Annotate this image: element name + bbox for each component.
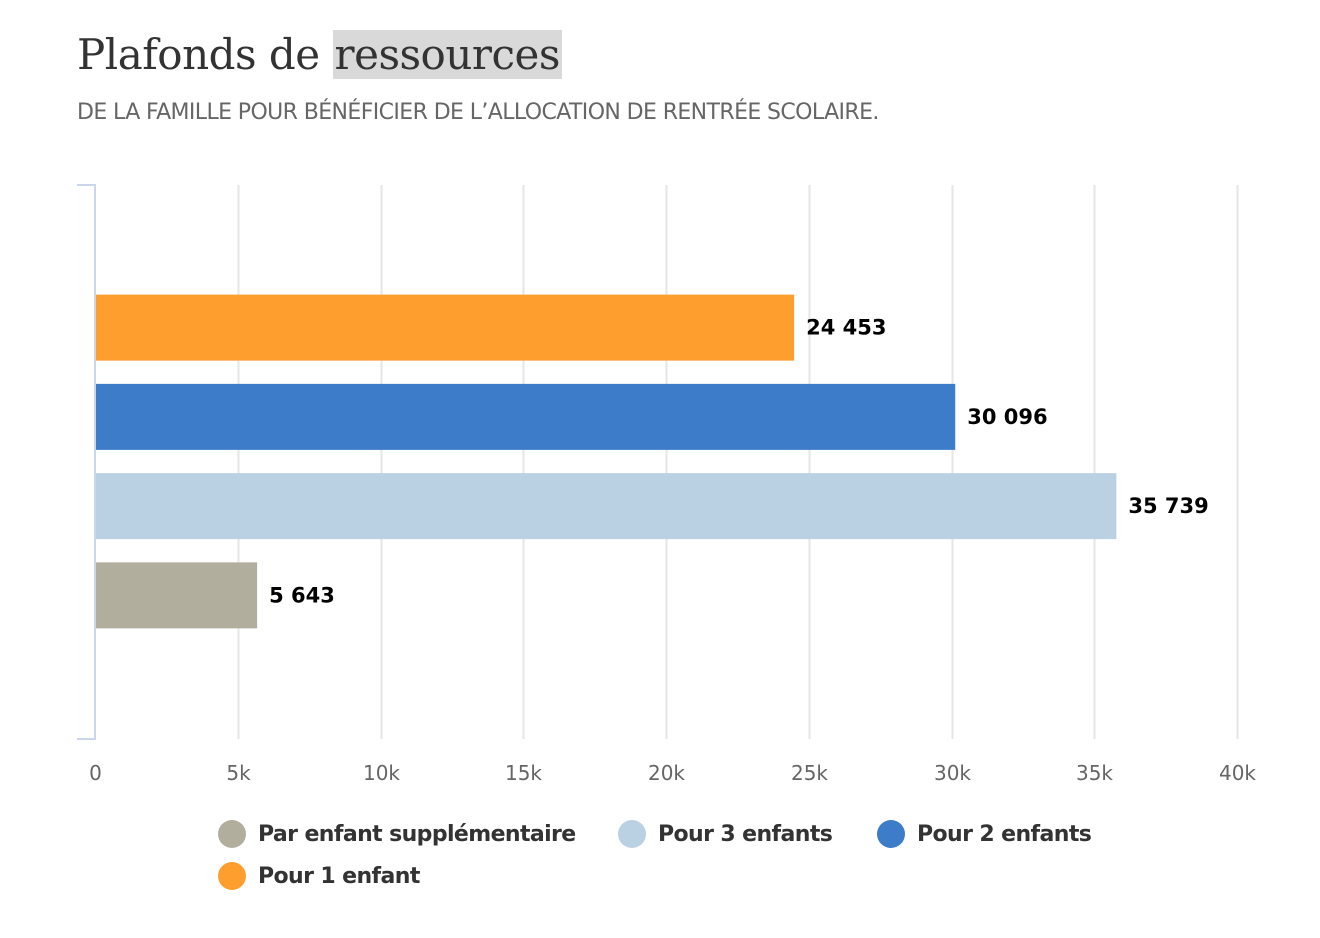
bar xyxy=(96,383,956,450)
legend-dot-icon xyxy=(877,820,905,848)
data-label: 35 739 xyxy=(1128,494,1208,518)
title-text: Plafonds de xyxy=(77,30,320,79)
legend-item[interactable]: Par enfant supplémentaire xyxy=(218,820,576,848)
chart-title: Plafonds de ressources xyxy=(77,30,562,79)
x-tick-label: 15k xyxy=(505,761,542,785)
bar xyxy=(96,294,795,361)
legend-label: Pour 2 enfants xyxy=(917,821,1092,847)
legend-label: Pour 1 enfant xyxy=(258,863,420,889)
legend-dot-icon xyxy=(218,820,246,848)
legend-item[interactable]: Pour 3 enfants xyxy=(618,820,833,848)
data-label: 30 096 xyxy=(967,405,1047,429)
x-tick-label: 10k xyxy=(363,761,400,785)
data-label: 24 453 xyxy=(806,316,886,340)
legend-label: Par enfant supplémentaire xyxy=(258,821,576,847)
legend-item[interactable]: Pour 2 enfants xyxy=(877,820,1092,848)
x-tick-label: 30k xyxy=(934,761,971,785)
legend-dot-icon xyxy=(218,862,246,890)
x-tick-label: 0 xyxy=(89,761,102,785)
x-tick-label: 25k xyxy=(791,761,828,785)
y-axis xyxy=(77,184,96,740)
y-axis-line xyxy=(77,184,96,740)
bars xyxy=(96,294,1117,629)
chart-subtitle: DE LA FAMILLE POUR BÉNÉFICIER DE L’ALLOC… xyxy=(77,100,879,125)
title-highlight: ressources xyxy=(332,30,562,79)
legend-dot-icon xyxy=(618,820,646,848)
x-tick-label: 40k xyxy=(1219,761,1256,785)
bar xyxy=(96,562,258,629)
x-tick-label: 5k xyxy=(226,761,251,785)
x-axis-ticks: 0 5k 10k 15k 20k 25k 30k 35k 40k xyxy=(89,761,1256,785)
data-labels: 24 453 30 096 35 739 5 643 xyxy=(269,316,1209,608)
x-tick-label: 20k xyxy=(648,761,685,785)
legend-label: Pour 3 enfants xyxy=(658,821,833,847)
bar xyxy=(96,473,1117,540)
x-tick-label: 35k xyxy=(1076,761,1113,785)
legend-item[interactable]: Pour 1 enfant xyxy=(218,862,420,890)
gridlines xyxy=(237,185,1239,739)
data-label: 5 643 xyxy=(269,583,335,607)
